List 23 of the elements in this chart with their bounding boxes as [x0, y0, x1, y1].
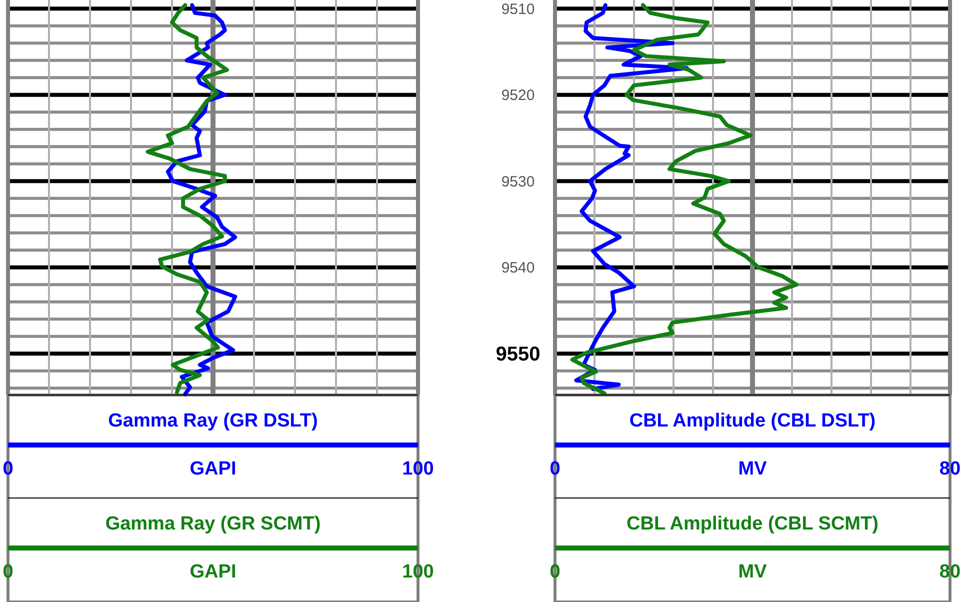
- x2-tick-label: 0: [550, 562, 560, 583]
- x2-tick-label: 80: [939, 562, 961, 583]
- y-tick-label: 9550: [496, 344, 540, 366]
- x-tick-label: 0: [550, 458, 560, 480]
- series-label: CBL Amplitude (CBL DSLT): [629, 410, 876, 432]
- x2-tick-label: 100: [402, 562, 434, 583]
- text: Gamma Ray (GR DSLT): [108, 410, 318, 432]
- y-tick-label: 9520: [501, 87, 535, 104]
- y-tick-label: 9510: [501, 0, 535, 18]
- x2-axis-title: MV: [738, 562, 768, 583]
- line-series: [574, 3, 689, 391]
- x2-tick-label: 0: [2, 562, 14, 583]
- x-tick-label: 80: [939, 458, 961, 480]
- y-tick-label: 9530: [501, 173, 535, 190]
- line-series: [570, 3, 798, 396]
- x-tick-label: 0: [2, 458, 14, 480]
- x-axis-title: GAPI: [190, 458, 236, 480]
- x-axis-title: MV: [738, 458, 768, 480]
- text: CBL Amplitude (CBL SCMT): [626, 514, 878, 535]
- text: Gamma Ray (GR SCMT): [105, 514, 321, 535]
- x2-axis-title: GAPI: [190, 562, 236, 583]
- y-tick-label: 9540: [501, 260, 535, 277]
- x-tick-label: 100: [402, 458, 434, 480]
